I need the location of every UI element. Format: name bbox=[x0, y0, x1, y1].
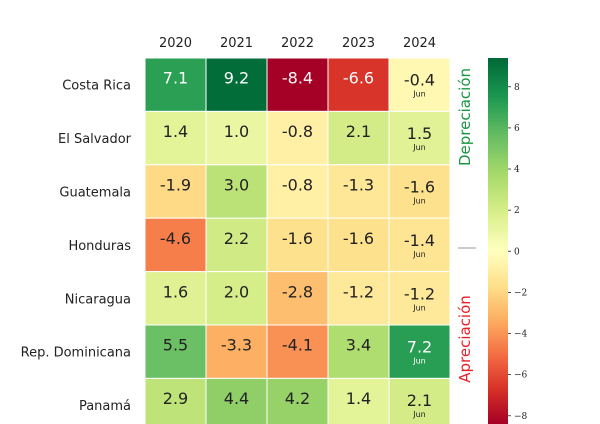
heatmap-cell bbox=[388, 377, 451, 424]
heatmap-cell bbox=[205, 57, 268, 112]
cell-value-label: -0.8 bbox=[282, 122, 313, 141]
heatmap-cell bbox=[388, 110, 451, 166]
y-tick-label: Honduras bbox=[68, 239, 131, 254]
colorbar-tick-label: 6 bbox=[514, 124, 520, 134]
cell-value-label: -6.6 bbox=[343, 69, 374, 88]
cell-note-label: Jun bbox=[412, 250, 426, 259]
cell-value-label: -1.2 bbox=[343, 282, 374, 301]
cell-note-label: Jun bbox=[412, 90, 426, 99]
depreciation-label: Depreciación bbox=[456, 68, 474, 166]
cell-value-label: 7.2 bbox=[407, 338, 432, 357]
cell-value-label: 2.1 bbox=[407, 391, 432, 410]
heatmap-cell bbox=[266, 57, 329, 112]
cell-value-label: -4.1 bbox=[282, 336, 313, 355]
cell-value-label: 3.0 bbox=[224, 176, 249, 195]
heatmap-cell bbox=[205, 164, 268, 219]
cell-value-label: 1.0 bbox=[224, 122, 249, 141]
cell-value-label: -1.6 bbox=[404, 178, 435, 197]
heatmap-cell bbox=[266, 377, 329, 424]
y-tick-label: Costa Rica bbox=[62, 79, 131, 94]
heatmap-cell bbox=[266, 324, 329, 379]
cell-note-label: Jun bbox=[412, 197, 426, 206]
cell-value-label: 2.9 bbox=[163, 389, 188, 408]
x-tick-label: 2022 bbox=[281, 36, 314, 51]
cell-note-label: Jun bbox=[412, 143, 426, 152]
heatmap-cell bbox=[266, 217, 329, 273]
cell-value-label: 1.4 bbox=[346, 389, 371, 408]
cell-value-label: 4.4 bbox=[224, 389, 249, 408]
heatmap-cell bbox=[388, 217, 451, 273]
colorbar-tick-label: −2 bbox=[514, 288, 527, 298]
cell-value-label: -0.8 bbox=[282, 176, 313, 195]
cell-value-label: -1.2 bbox=[404, 284, 435, 303]
colorbar-tick-label: −4 bbox=[514, 330, 528, 340]
heatmap-cell bbox=[205, 271, 268, 326]
heatmap-cell bbox=[144, 377, 207, 424]
x-tick-label: 2024 bbox=[403, 36, 436, 51]
cell-value-label: -1.3 bbox=[343, 176, 374, 195]
cell-value-label: -0.4 bbox=[404, 71, 435, 90]
x-tick-label: 2023 bbox=[342, 36, 375, 51]
cell-note-label: Jun bbox=[412, 357, 426, 366]
heatmap-cell bbox=[144, 217, 207, 273]
heatmap-cell bbox=[327, 164, 390, 219]
heatmap-cell bbox=[327, 324, 390, 379]
colorbar-tick-label: 8 bbox=[514, 83, 520, 93]
cell-note-label: Jun bbox=[412, 410, 426, 419]
heatmap-cell bbox=[205, 324, 268, 379]
cell-value-label: 7.1 bbox=[163, 69, 188, 88]
heatmap-cell bbox=[266, 110, 329, 166]
y-tick-label: Panamá bbox=[79, 399, 131, 414]
cell-value-label: 1.6 bbox=[163, 282, 188, 301]
cell-value-label: 2.1 bbox=[346, 122, 371, 141]
colorbar bbox=[488, 58, 508, 424]
y-tick-label: Nicaragua bbox=[65, 292, 131, 307]
cell-value-label: 1.5 bbox=[407, 124, 432, 143]
x-tick-label: 2021 bbox=[220, 36, 253, 51]
heatmap-cell bbox=[266, 271, 329, 326]
heatmap-cell bbox=[388, 324, 451, 379]
cell-value-label: -1.6 bbox=[282, 229, 313, 248]
cell-value-label: 3.4 bbox=[346, 336, 371, 355]
y-tick-label: Guatemala bbox=[59, 186, 131, 201]
x-tick-label: 2020 bbox=[159, 36, 192, 51]
heatmap-cell bbox=[144, 57, 207, 112]
cell-note-label: Jun bbox=[412, 303, 426, 312]
cell-value-label: -4.6 bbox=[160, 229, 191, 248]
heatmap-cell bbox=[205, 217, 268, 273]
colorbar-tick-label: −6 bbox=[514, 371, 528, 381]
cell-value-label: 4.2 bbox=[285, 389, 310, 408]
cell-value-label: -1.4 bbox=[404, 231, 435, 250]
cell-value-label: 2.0 bbox=[224, 282, 249, 301]
colorbar-tick-label: 4 bbox=[514, 165, 520, 175]
heatmap-cell bbox=[327, 377, 390, 424]
heatmap-cell bbox=[388, 271, 451, 326]
cell-value-label: -1.9 bbox=[160, 176, 191, 195]
appreciation-label: Apreciación bbox=[456, 295, 474, 383]
heatmap-cell bbox=[327, 217, 390, 273]
cell-value-label: -2.8 bbox=[282, 282, 313, 301]
colorbar-tick-label: −8 bbox=[514, 412, 528, 422]
y-tick-label: El Salvador bbox=[58, 132, 132, 147]
cell-value-label: -3.3 bbox=[221, 336, 252, 355]
cell-value-label: -8.4 bbox=[282, 69, 313, 88]
cell-value-label: 5.5 bbox=[163, 336, 188, 355]
cell-value-label: 2.2 bbox=[224, 229, 249, 248]
colorbar-tick-label: 0 bbox=[514, 247, 520, 257]
cell-value-label: 1.4 bbox=[163, 122, 188, 141]
cell-value-label: 9.2 bbox=[224, 69, 249, 88]
colorbar-tick-label: 2 bbox=[514, 206, 520, 216]
cell-value-label: -1.6 bbox=[343, 229, 374, 248]
y-tick-label: Rep. Dominicana bbox=[21, 346, 131, 361]
heatmap-cell bbox=[144, 110, 207, 166]
heatmap-cell bbox=[144, 271, 207, 326]
